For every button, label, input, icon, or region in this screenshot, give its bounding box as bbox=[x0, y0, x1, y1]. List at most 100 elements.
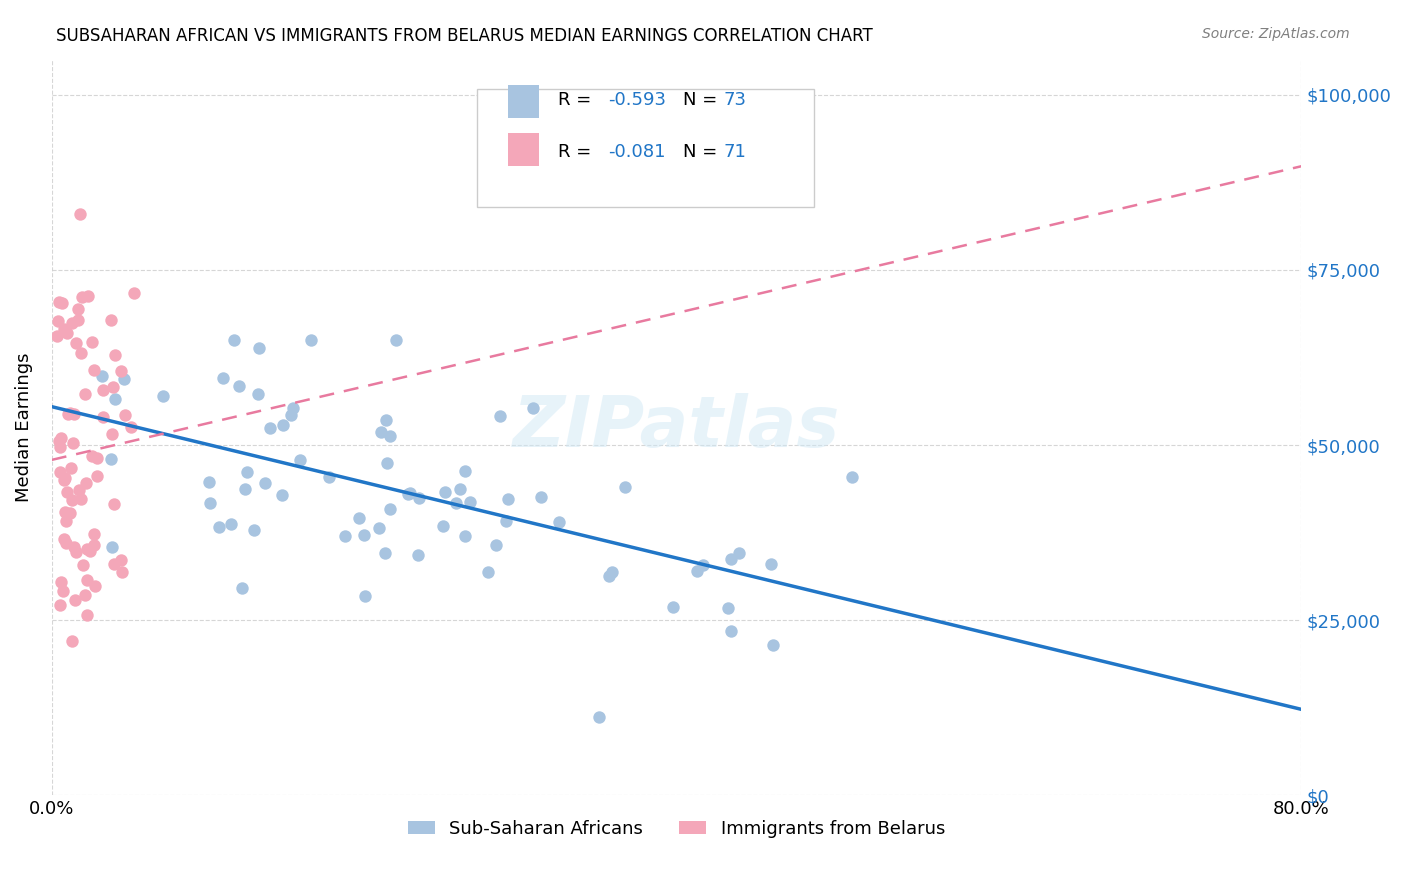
Sub-Saharan Africans bbox=[485, 538, 508, 552]
Immigrants from Belarus bbox=[69, 207, 91, 221]
Sub-Saharan Africans bbox=[242, 523, 264, 537]
Sub-Saharan Africans bbox=[104, 392, 127, 406]
Sub-Saharan Africans bbox=[198, 496, 221, 510]
Immigrants from Belarus bbox=[46, 328, 69, 343]
Immigrants from Belarus bbox=[83, 363, 105, 377]
Sub-Saharan Africans bbox=[759, 557, 782, 571]
Sub-Saharan Africans bbox=[318, 470, 340, 484]
Immigrants from Belarus bbox=[91, 383, 114, 397]
Immigrants from Belarus bbox=[103, 497, 125, 511]
Sub-Saharan Africans bbox=[477, 565, 499, 579]
Sub-Saharan Africans bbox=[434, 485, 457, 500]
Text: Source: ZipAtlas.com: Source: ZipAtlas.com bbox=[1202, 27, 1350, 41]
Immigrants from Belarus bbox=[75, 475, 97, 490]
FancyBboxPatch shape bbox=[508, 86, 538, 119]
Sub-Saharan Africans bbox=[222, 333, 245, 347]
Sub-Saharan Africans bbox=[208, 520, 231, 534]
Sub-Saharan Africans bbox=[406, 548, 429, 562]
Immigrants from Belarus bbox=[48, 294, 70, 309]
Sub-Saharan Africans bbox=[100, 452, 122, 467]
Sub-Saharan Africans bbox=[488, 409, 510, 424]
Sub-Saharan Africans bbox=[602, 565, 624, 579]
Sub-Saharan Africans bbox=[247, 387, 270, 401]
Sub-Saharan Africans bbox=[271, 488, 294, 502]
Sub-Saharan Africans bbox=[228, 379, 250, 393]
Immigrants from Belarus bbox=[48, 440, 70, 454]
Immigrants from Belarus bbox=[79, 543, 101, 558]
Immigrants from Belarus bbox=[59, 507, 82, 521]
Immigrants from Belarus bbox=[59, 406, 82, 420]
Immigrants from Belarus bbox=[93, 409, 115, 424]
Immigrants from Belarus bbox=[76, 607, 98, 622]
Immigrants from Belarus bbox=[70, 346, 93, 360]
Text: R =: R = bbox=[558, 143, 596, 161]
Sub-Saharan Africans bbox=[496, 492, 519, 507]
Immigrants from Belarus bbox=[73, 588, 96, 602]
Sub-Saharan Africans bbox=[378, 501, 401, 516]
Immigrants from Belarus bbox=[56, 326, 79, 340]
Immigrants from Belarus bbox=[62, 540, 84, 554]
Sub-Saharan Africans bbox=[598, 569, 620, 583]
Immigrants from Belarus bbox=[51, 295, 73, 310]
Sub-Saharan Africans bbox=[588, 709, 610, 723]
Immigrants from Belarus bbox=[110, 553, 132, 567]
Immigrants from Belarus bbox=[60, 492, 83, 507]
Immigrants from Belarus bbox=[86, 451, 108, 466]
Immigrants from Belarus bbox=[110, 364, 132, 378]
Sub-Saharan Africans bbox=[368, 521, 391, 535]
Sub-Saharan Africans bbox=[254, 476, 277, 491]
Sub-Saharan Africans bbox=[444, 496, 467, 510]
Immigrants from Belarus bbox=[67, 483, 90, 497]
Sub-Saharan Africans bbox=[219, 517, 242, 532]
Sub-Saharan Africans bbox=[408, 491, 430, 505]
Text: SUBSAHARAN AFRICAN VS IMMIGRANTS FROM BELARUS MEDIAN EARNINGS CORRELATION CHART: SUBSAHARAN AFRICAN VS IMMIGRANTS FROM BE… bbox=[56, 27, 873, 45]
Sub-Saharan Africans bbox=[152, 389, 174, 403]
Sub-Saharan Africans bbox=[692, 558, 714, 573]
Sub-Saharan Africans bbox=[762, 638, 785, 652]
Sub-Saharan Africans bbox=[375, 413, 398, 427]
Immigrants from Belarus bbox=[56, 484, 79, 499]
Immigrants from Belarus bbox=[70, 491, 93, 506]
Sub-Saharan Africans bbox=[374, 546, 396, 560]
Sub-Saharan Africans bbox=[333, 529, 356, 543]
Immigrants from Belarus bbox=[48, 434, 70, 448]
Immigrants from Belarus bbox=[60, 634, 83, 648]
Immigrants from Belarus bbox=[65, 593, 87, 607]
Sub-Saharan Africans bbox=[231, 582, 253, 596]
Sub-Saharan Africans bbox=[370, 425, 392, 439]
Immigrants from Belarus bbox=[76, 541, 98, 556]
Immigrants from Belarus bbox=[80, 450, 103, 464]
Immigrants from Belarus bbox=[66, 312, 89, 326]
Immigrants from Belarus bbox=[83, 526, 105, 541]
Immigrants from Belarus bbox=[77, 289, 100, 303]
Sub-Saharan Africans bbox=[90, 369, 112, 384]
Sub-Saharan Africans bbox=[454, 528, 477, 542]
Immigrants from Belarus bbox=[103, 557, 125, 571]
Sub-Saharan Africans bbox=[460, 495, 482, 509]
Immigrants from Belarus bbox=[53, 322, 76, 336]
Immigrants from Belarus bbox=[55, 514, 77, 528]
Sub-Saharan Africans bbox=[548, 515, 571, 529]
Sub-Saharan Africans bbox=[522, 401, 544, 415]
Sub-Saharan Africans bbox=[720, 624, 742, 638]
Immigrants from Belarus bbox=[72, 558, 94, 573]
Immigrants from Belarus bbox=[111, 566, 134, 580]
Immigrants from Belarus bbox=[62, 436, 84, 450]
Immigrants from Belarus bbox=[101, 427, 124, 442]
Sub-Saharan Africans bbox=[283, 401, 305, 415]
Text: N =: N = bbox=[683, 91, 723, 109]
Sub-Saharan Africans bbox=[236, 465, 259, 479]
Text: -0.081: -0.081 bbox=[607, 143, 665, 161]
Sub-Saharan Africans bbox=[212, 371, 235, 385]
Immigrants from Belarus bbox=[53, 532, 76, 546]
Sub-Saharan Africans bbox=[686, 564, 709, 578]
Sub-Saharan Africans bbox=[399, 485, 422, 500]
Immigrants from Belarus bbox=[60, 316, 83, 330]
Immigrants from Belarus bbox=[56, 408, 79, 422]
Sub-Saharan Africans bbox=[197, 475, 219, 490]
Sub-Saharan Africans bbox=[233, 483, 256, 497]
Immigrants from Belarus bbox=[104, 348, 127, 362]
Sub-Saharan Africans bbox=[454, 464, 477, 478]
Sub-Saharan Africans bbox=[247, 341, 270, 355]
Immigrants from Belarus bbox=[65, 335, 87, 350]
